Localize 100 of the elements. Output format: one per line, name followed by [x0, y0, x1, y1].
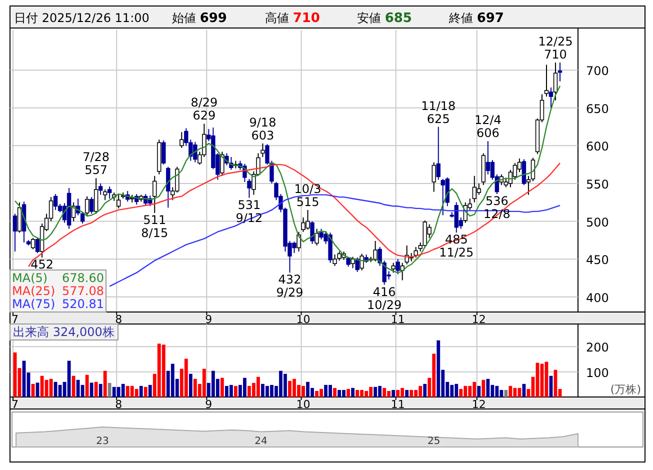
candlestick — [396, 258, 400, 275]
text: 日付 2025/12/26 11:00 — [14, 11, 150, 25]
annotation: 416 10/29 — [367, 284, 402, 312]
bar — [374, 386, 378, 397]
y-tick-label: 500 — [586, 215, 609, 230]
candlestick — [472, 175, 477, 203]
bar — [423, 384, 427, 397]
candlestick — [35, 237, 40, 254]
annotation: 11/18 625 — [421, 98, 456, 126]
line-series — [108, 194, 561, 287]
chart-title: 出来高 324,000株 — [13, 325, 114, 339]
y-axis-title: (万株) — [610, 383, 641, 396]
candlestick — [360, 253, 364, 271]
x-tick-label: 10 — [296, 398, 310, 411]
annotation: 511 8/15 — [141, 212, 168, 240]
annotation: 12/4 606 — [474, 113, 502, 140]
candlestick — [260, 142, 265, 158]
bar — [486, 378, 490, 397]
bar — [108, 382, 112, 397]
bar — [103, 370, 107, 397]
bar — [148, 384, 152, 397]
candlestick — [310, 220, 314, 244]
bar — [90, 382, 94, 397]
bar — [121, 384, 125, 397]
candlestick — [517, 158, 522, 173]
candlestick — [107, 186, 112, 200]
bar — [220, 378, 224, 397]
y-tick-label: 650 — [586, 102, 609, 116]
candlestick — [89, 196, 94, 214]
bar — [351, 388, 355, 397]
annotation: 9/18 603 — [249, 115, 276, 142]
text: 高値 710 — [265, 11, 320, 26]
candlestick — [476, 182, 482, 196]
x-tick-label: 8 — [115, 313, 122, 326]
annotation: 12/25 710 — [538, 34, 573, 62]
bar — [459, 388, 463, 397]
bar — [405, 390, 409, 397]
candlestick — [548, 86, 554, 108]
candlestick — [94, 178, 98, 214]
candlestick — [314, 228, 319, 246]
x-tick-label: 10 — [296, 313, 310, 326]
y-tick-label: 400 — [586, 290, 609, 305]
candlestick — [432, 162, 436, 192]
annotation: 452 — [30, 258, 54, 272]
x-tick-label: 24 — [254, 436, 268, 447]
candlestick — [355, 257, 360, 272]
candlestick — [98, 182, 103, 196]
candlestick — [526, 175, 531, 196]
bar — [202, 368, 206, 397]
candlestick — [553, 62, 558, 101]
candlestick — [247, 178, 252, 198]
x-tick-label: 23 — [96, 436, 109, 447]
bar — [234, 386, 238, 397]
bar — [98, 384, 102, 397]
bar — [346, 388, 350, 397]
candlestick — [53, 194, 58, 210]
candlestick — [30, 237, 36, 250]
candlestick — [116, 194, 121, 209]
x-tick-label: 9 — [205, 313, 212, 326]
bar — [144, 386, 148, 397]
x-tick-label: 8 — [115, 398, 122, 411]
bar — [184, 358, 188, 397]
bar — [162, 344, 166, 397]
y-tick-label: 550 — [586, 177, 609, 192]
x-tick-label: 12 — [472, 313, 486, 326]
bar — [85, 374, 89, 397]
y-tick-label: 600 — [586, 140, 609, 154]
series-label: MA(25) 577.08 — [12, 284, 104, 298]
text: MA(5) 678.60 — [12, 271, 104, 285]
candlestick — [522, 158, 526, 186]
candlestick — [350, 256, 355, 269]
series-label: MA(75) 520.81 — [12, 297, 104, 311]
x-tick-label: 9 — [205, 398, 212, 411]
annotation: 10/3 515 — [294, 182, 322, 209]
bar — [94, 382, 98, 397]
x-tick-label: 11 — [390, 398, 405, 411]
candlestick — [12, 213, 18, 252]
bar — [139, 386, 143, 397]
bar — [436, 340, 440, 397]
annotation: 7/28 557 — [82, 150, 110, 178]
bar — [356, 390, 360, 397]
y-tick-label: 450 — [586, 253, 609, 268]
candlestick — [220, 151, 224, 176]
candlestick — [512, 162, 518, 180]
bar — [396, 390, 400, 397]
candlestick — [152, 175, 157, 214]
x-tick-label: 25 — [428, 436, 440, 447]
y-tick-label: 100 — [586, 366, 609, 380]
bar — [134, 388, 138, 397]
bar — [482, 380, 486, 397]
candlestick — [436, 126, 440, 180]
candlestick — [486, 140, 490, 175]
bar — [72, 376, 76, 397]
candlestick — [180, 132, 184, 148]
y-tick-label: 200 — [586, 340, 609, 355]
annotation: 8/29 629 — [190, 96, 218, 123]
bar — [188, 374, 192, 397]
bar — [382, 388, 386, 397]
x-tick-label: 7 — [12, 313, 18, 326]
bar — [333, 388, 336, 397]
